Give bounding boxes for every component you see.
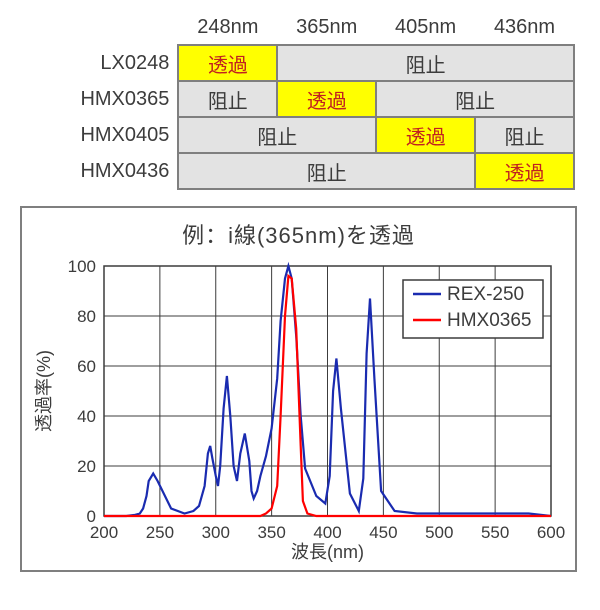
svg-text:HMX0365: HMX0365: [447, 310, 532, 331]
svg-text:透過率(%): 透過率(%): [34, 350, 54, 432]
cell: 透過: [178, 45, 277, 81]
row-hmx0436: HMX0436 阻止 透過: [20, 153, 574, 189]
svg-text:550: 550: [481, 523, 509, 542]
svg-text:0: 0: [87, 507, 96, 526]
chart-title: 例：i線(365nm)を透過: [22, 218, 575, 250]
row-lx0248: LX0248 透過 阻止: [20, 45, 574, 81]
cell: 阻止: [475, 117, 574, 153]
table-header-row: 248nm 365nm 405nm 436nm: [20, 10, 574, 45]
row-head-2: HMX0405: [20, 117, 178, 153]
svg-text:250: 250: [146, 523, 174, 542]
cell: 阻止: [178, 153, 475, 189]
svg-text:400: 400: [313, 523, 341, 542]
cell: 透過: [475, 153, 574, 189]
row-head-0: LX0248: [20, 45, 178, 81]
cell: 阻止: [376, 81, 574, 117]
svg-text:REX-250: REX-250: [447, 284, 524, 305]
cell: 阻止: [178, 81, 277, 117]
svg-text:350: 350: [257, 523, 285, 542]
col-436: 436nm: [475, 10, 574, 45]
col-365: 365nm: [277, 10, 376, 45]
corner-cell: [20, 10, 178, 45]
transmission-chart: 200250300350400450500550600020406080100波…: [26, 254, 571, 564]
svg-text:40: 40: [77, 407, 96, 426]
svg-text:500: 500: [425, 523, 453, 542]
svg-text:20: 20: [77, 457, 96, 476]
svg-text:80: 80: [77, 307, 96, 326]
chart-panel: 例：i線(365nm)を透過 2002503003504004505005506…: [20, 206, 577, 572]
svg-text:600: 600: [537, 523, 565, 542]
row-head-1: HMX0365: [20, 81, 178, 117]
filter-table: 248nm 365nm 405nm 436nm LX0248 透過 阻止 HMX…: [20, 10, 575, 190]
svg-text:450: 450: [369, 523, 397, 542]
svg-text:波長(nm): 波長(nm): [291, 542, 364, 562]
cell: 阻止: [277, 45, 574, 81]
cell: 透過: [376, 117, 475, 153]
row-hmx0405: HMX0405 阻止 透過 阻止: [20, 117, 574, 153]
col-405: 405nm: [376, 10, 475, 45]
row-hmx0365: HMX0365 阻止 透過 阻止: [20, 81, 574, 117]
cell: 透過: [277, 81, 376, 117]
svg-text:300: 300: [202, 523, 230, 542]
row-head-3: HMX0436: [20, 153, 178, 189]
svg-text:60: 60: [77, 357, 96, 376]
svg-text:100: 100: [68, 257, 96, 276]
cell: 阻止: [178, 117, 376, 153]
col-248: 248nm: [178, 10, 277, 45]
